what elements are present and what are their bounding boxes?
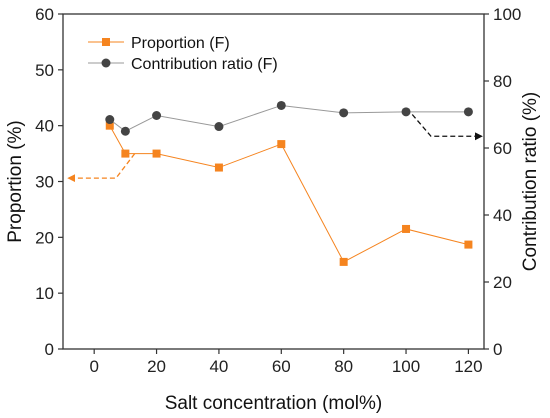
x-tick-label: 80 bbox=[334, 357, 353, 376]
y-tick-label-right: 20 bbox=[493, 273, 512, 292]
annotation-arrow bbox=[67, 153, 136, 183]
x-tick-label: 40 bbox=[209, 357, 228, 376]
data-point-circle bbox=[463, 107, 473, 117]
y-tick-label-left: 60 bbox=[35, 5, 54, 24]
x-tick-label: 0 bbox=[89, 357, 98, 376]
y-tick-label-left: 20 bbox=[35, 228, 54, 247]
data-point-square bbox=[464, 240, 473, 249]
data-point-circle bbox=[339, 108, 349, 118]
y-tick-label-right: 100 bbox=[493, 5, 521, 24]
data-point-circle bbox=[401, 107, 411, 117]
x-tick-label: 20 bbox=[147, 357, 166, 376]
legend-label: Proportion (F) bbox=[131, 35, 230, 52]
data-point-circle bbox=[105, 115, 115, 125]
annotation-arrow bbox=[411, 114, 483, 141]
x-tick-label: 60 bbox=[272, 357, 291, 376]
series-line bbox=[109, 104, 469, 132]
data-point-square bbox=[277, 140, 286, 149]
y-axis-label-left: Proportion (%) bbox=[5, 120, 26, 243]
data-point-square bbox=[214, 163, 223, 172]
data-point-circle bbox=[276, 100, 286, 110]
y-tick-label-left: 40 bbox=[35, 117, 54, 136]
x-tick-label: 100 bbox=[392, 357, 420, 376]
y-tick-label-right: 60 bbox=[493, 139, 512, 158]
legend-label: Contribution ratio (F) bbox=[131, 56, 278, 73]
axes: 0 20 40 60 80 100 120 0 10 20 30 40 50 60 0 20 40 60 80 100 bbox=[35, 5, 521, 376]
data-point-square bbox=[105, 121, 114, 130]
data-point-square bbox=[121, 149, 130, 158]
legend-marker-circle bbox=[101, 58, 111, 68]
y-tick-label-right: 0 bbox=[493, 340, 502, 359]
annotations bbox=[67, 114, 483, 183]
y-axis-label-right: Contribution ratio (%) bbox=[520, 92, 541, 272]
data-point-square bbox=[339, 257, 348, 266]
y-tick-label-right: 40 bbox=[493, 206, 512, 225]
legend-marker-square bbox=[102, 38, 110, 46]
series-line bbox=[109, 125, 469, 263]
y-tick-label-right: 80 bbox=[493, 72, 512, 91]
x-axis-label: Salt concentration (mol%) bbox=[165, 393, 383, 414]
data-point-circle bbox=[214, 122, 224, 132]
y-tick-label-left: 0 bbox=[45, 340, 54, 359]
data-point-square bbox=[402, 224, 411, 233]
legend: Proportion (F) Contribution ratio (F) bbox=[88, 35, 278, 73]
series-layer bbox=[105, 100, 473, 266]
data-point-square bbox=[152, 149, 161, 158]
data-point-circle bbox=[152, 111, 162, 121]
x-tick-label: 120 bbox=[454, 357, 482, 376]
y-tick-label-left: 30 bbox=[35, 173, 54, 192]
y-tick-label-left: 50 bbox=[35, 61, 54, 80]
data-point-circle bbox=[120, 126, 130, 136]
y-tick-label-left: 10 bbox=[35, 284, 54, 303]
